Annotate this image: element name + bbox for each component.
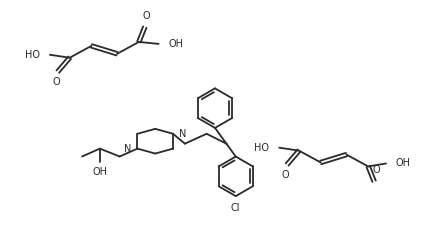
Text: HO: HO <box>254 143 269 153</box>
Text: OH: OH <box>168 39 183 49</box>
Text: N: N <box>178 129 186 139</box>
Text: Cl: Cl <box>230 203 240 213</box>
Text: O: O <box>371 165 379 175</box>
Text: OH: OH <box>395 158 410 168</box>
Text: HO: HO <box>25 50 40 60</box>
Text: O: O <box>52 77 60 87</box>
Text: OH: OH <box>92 167 107 177</box>
Text: O: O <box>281 170 288 180</box>
Text: N: N <box>124 144 131 154</box>
Text: O: O <box>143 11 150 21</box>
